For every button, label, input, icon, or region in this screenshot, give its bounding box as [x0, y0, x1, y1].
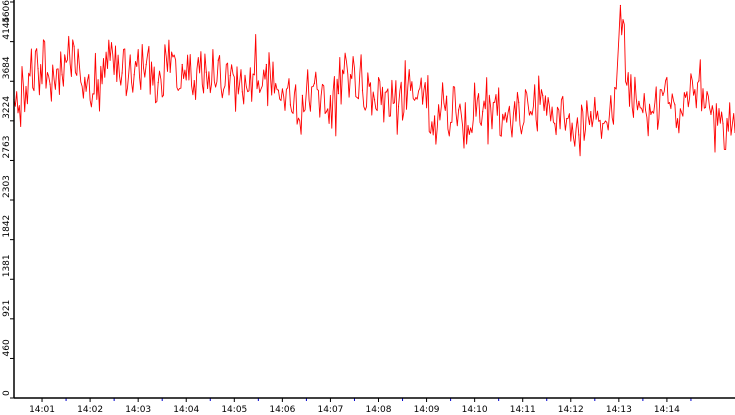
data-point: [49, 83, 51, 85]
data-point: [85, 90, 87, 92]
y-tick-label: 0: [2, 390, 12, 396]
data-point: [181, 63, 183, 66]
data-point: [157, 81, 159, 84]
x-tick-label: 14:02: [77, 405, 103, 415]
x-tick-label: 14:09: [414, 405, 440, 415]
y-tick-label: 1842: [2, 215, 12, 238]
data-point: [638, 100, 640, 102]
data-point: [373, 99, 376, 101]
data-point: [361, 89, 364, 91]
data-point: [277, 89, 279, 91]
x-tick-label: 14:11: [510, 405, 536, 415]
data-point: [145, 63, 147, 66]
x-tick-label: 14:04: [173, 405, 199, 415]
y-tick-label: 3684: [2, 56, 12, 79]
data-point: [518, 101, 520, 103]
x-tick-label: 14:03: [125, 405, 151, 415]
data-point: [241, 91, 243, 93]
data-point: [494, 101, 496, 103]
x-tick-label: 14:06: [269, 405, 295, 415]
data-point: [313, 82, 316, 84]
data-point: [229, 74, 231, 77]
data-point: [337, 93, 340, 95]
x-tick-label: 14:12: [558, 405, 584, 415]
y-tick-label: 1381: [2, 254, 12, 277]
data-point: [217, 59, 219, 61]
data-point: [421, 103, 424, 105]
series-lines: [13, 4, 735, 157]
x-tick-label: 14:07: [317, 405, 343, 415]
data-point: [25, 86, 27, 88]
data-point: [566, 117, 568, 120]
data-point: [397, 105, 400, 108]
data-point: [109, 59, 111, 61]
data-point: [686, 91, 688, 93]
data-point: [409, 89, 412, 91]
y-tick-label: 921: [2, 300, 12, 317]
x-tick-label: 14:08: [366, 405, 392, 415]
data-point: [133, 74, 135, 76]
y-tick-label: 3224: [2, 96, 12, 119]
x-axis-ticks: 14:01 14:02 14:03 14:04 14:05 14:06 14:07 14:08…: [29, 398, 692, 415]
x-tick-label: 14:10: [462, 405, 488, 415]
data-point: [458, 109, 460, 111]
data-point: [253, 74, 255, 76]
x-tick-label: 14:01: [29, 405, 55, 415]
data-point: [301, 94, 303, 96]
data-point: [722, 123, 724, 125]
data-point: [626, 84, 628, 86]
data-point: [674, 104, 676, 106]
data-point: [97, 79, 99, 81]
data-point: [121, 72, 123, 74]
data-point: [289, 104, 291, 106]
y-tick-label: 460: [2, 339, 12, 356]
data-point: [602, 123, 604, 125]
y-tick-label: 2763: [2, 136, 12, 159]
x-tick-label: 14:13: [606, 405, 632, 415]
data-point: [542, 94, 544, 96]
data-point: [614, 87, 616, 89]
data-point: [482, 111, 484, 113]
data-point: [37, 68, 39, 70]
data-point: [193, 80, 195, 82]
data-point: [385, 91, 388, 93]
data-point: [325, 111, 328, 113]
data-point: [530, 111, 532, 113]
data-point: [433, 115, 436, 117]
y-tick-label: 4606: [2, 0, 12, 23]
y-tick-label: 2303: [2, 175, 12, 198]
data-point: [650, 113, 652, 115]
data-point: [506, 121, 508, 123]
data-point: [265, 63, 267, 66]
data-point: [619, 4, 622, 7]
data-point: [73, 45, 75, 47]
data-point: [698, 80, 700, 82]
x-tick-label: 14:05: [221, 405, 247, 415]
data-point: [710, 113, 712, 115]
data-point: [446, 95, 448, 97]
data-point: [169, 71, 171, 73]
data-point: [205, 71, 207, 73]
y-tick-label: 4145: [2, 17, 12, 40]
data-point: [349, 74, 352, 76]
x-tick-label: 14:14: [654, 405, 680, 415]
data-point: [590, 111, 592, 113]
data-point: [470, 127, 472, 129]
data-point: [61, 74, 63, 76]
data-point: [554, 123, 556, 125]
data-point: [662, 94, 664, 96]
data-point: [578, 134, 580, 136]
